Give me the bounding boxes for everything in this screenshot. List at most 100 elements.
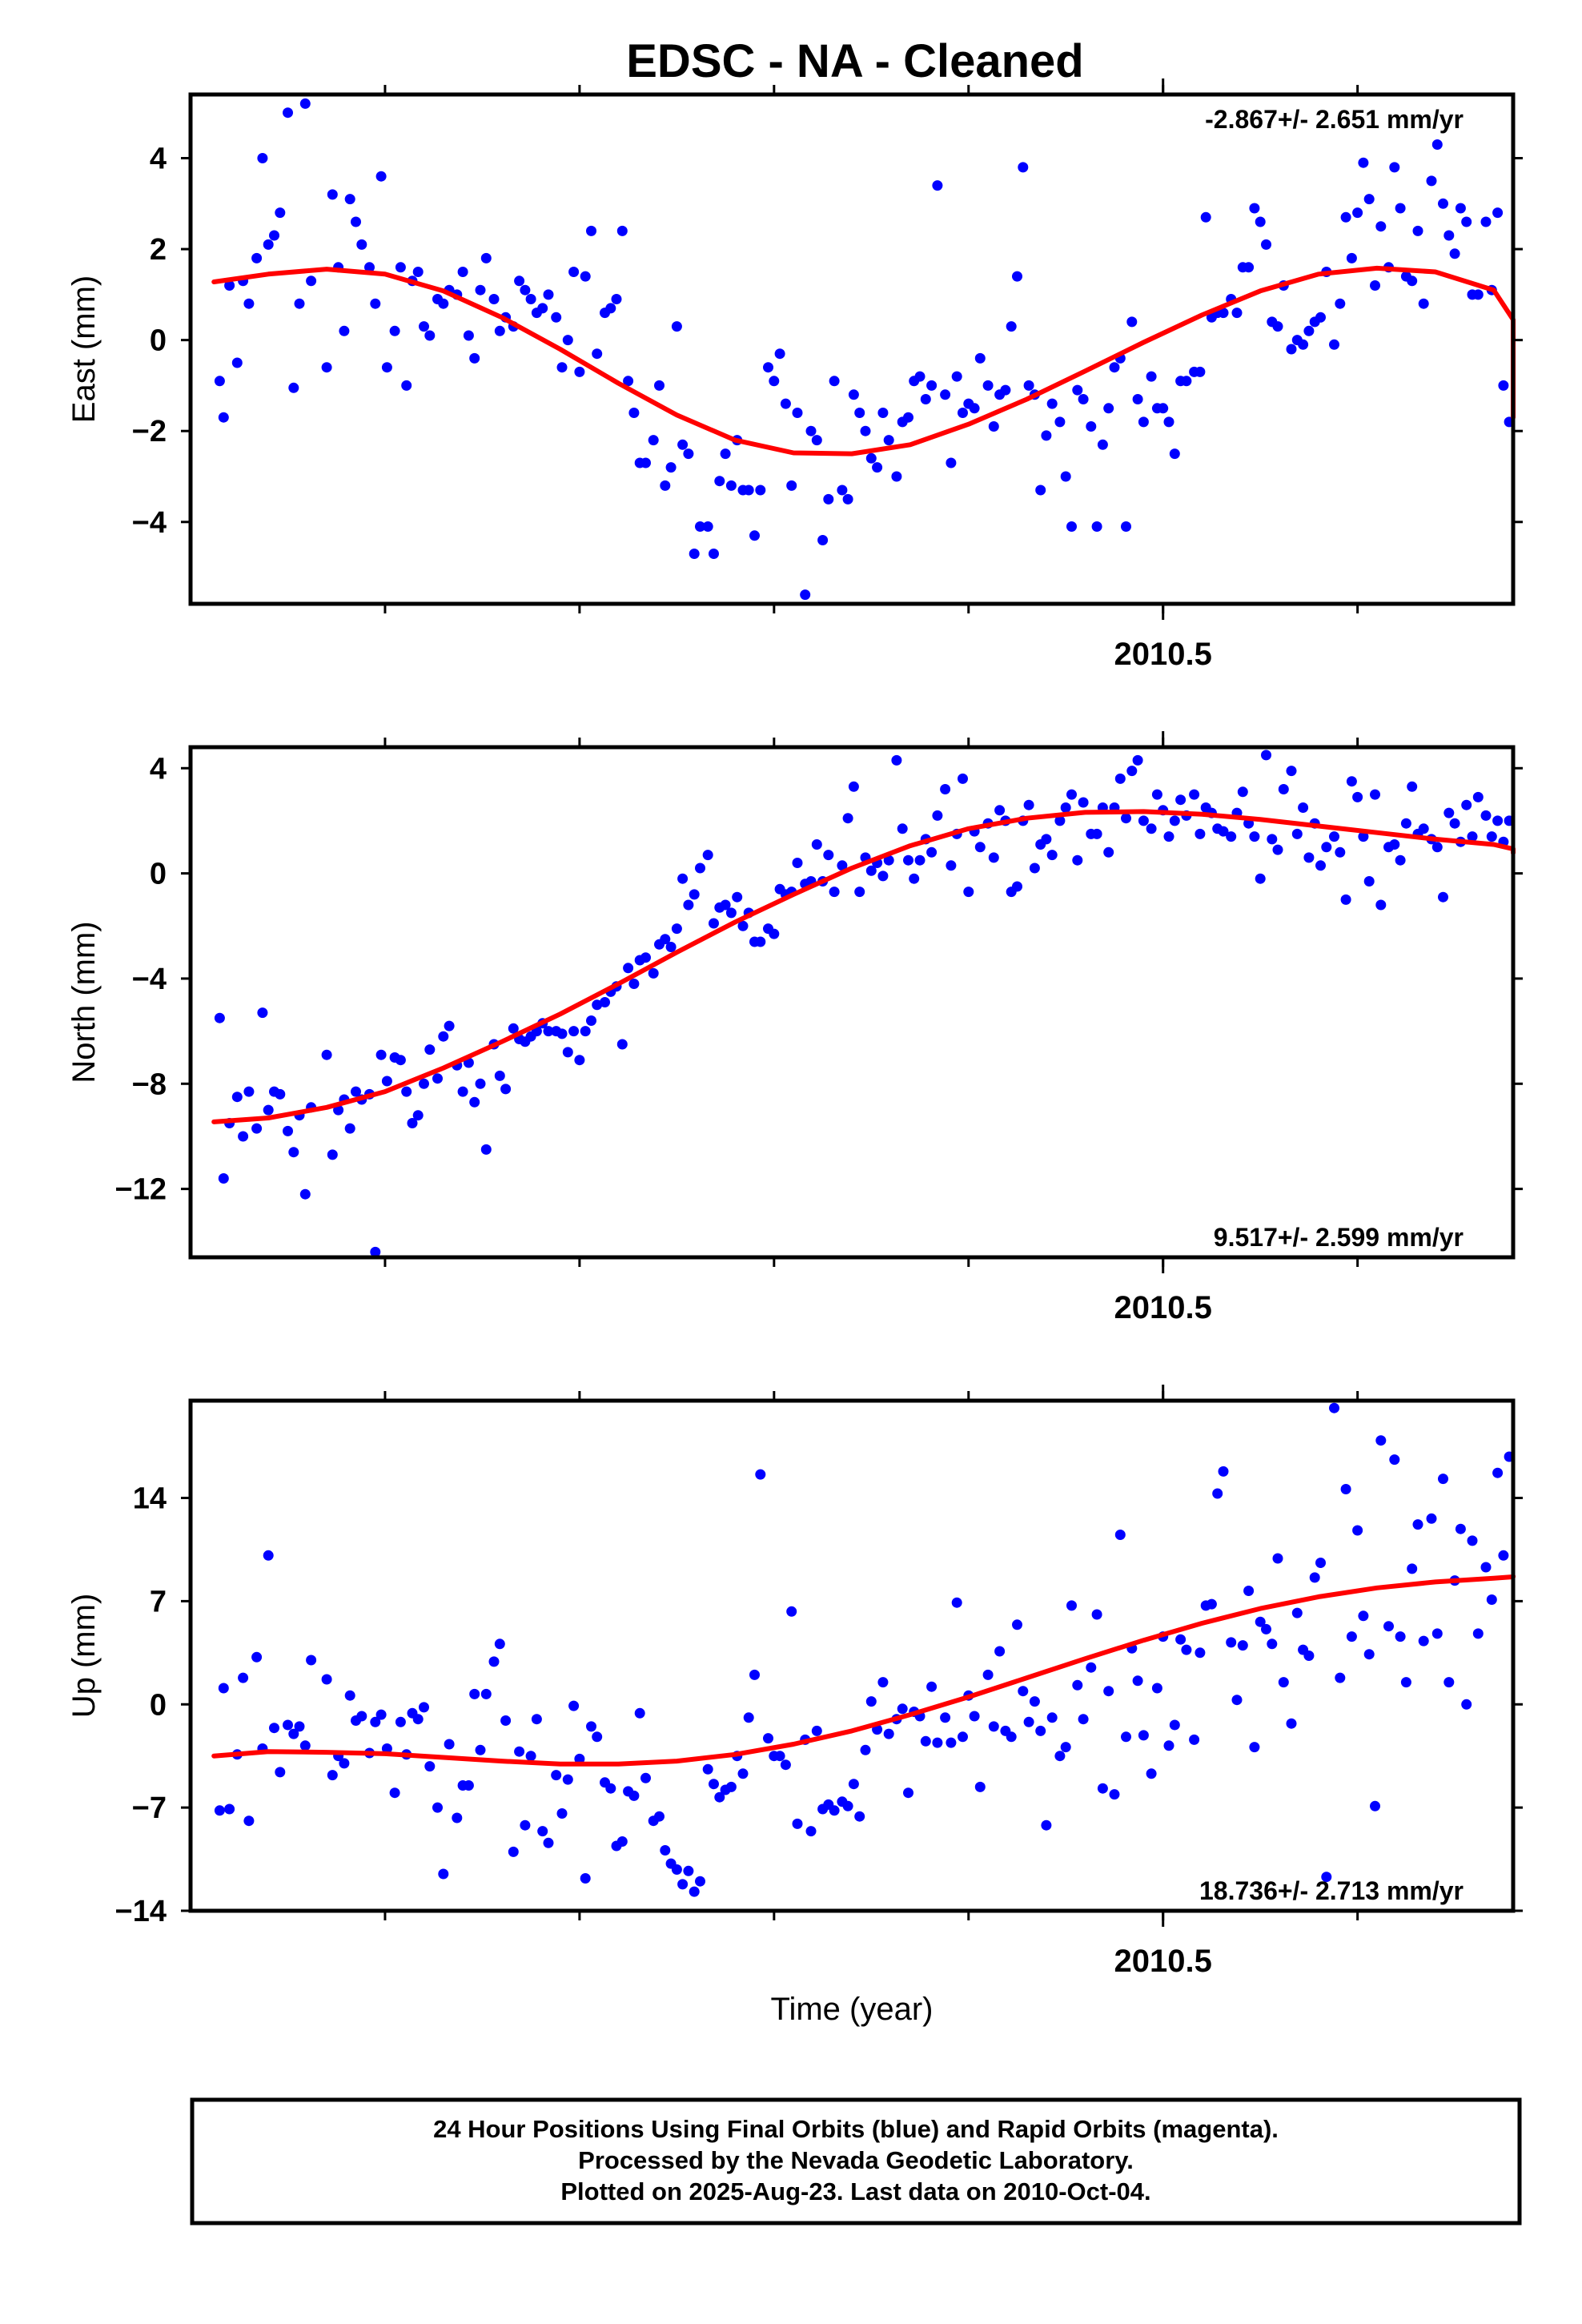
data-point	[683, 1865, 694, 1876]
data-point	[605, 1783, 616, 1794]
data-point	[628, 979, 640, 989]
data-point	[623, 963, 634, 974]
data-point	[1395, 203, 1406, 214]
data-point	[1363, 1649, 1375, 1660]
data-point	[592, 999, 603, 1011]
data-point	[543, 1026, 554, 1037]
data-point	[1286, 344, 1297, 355]
data-point	[1012, 271, 1022, 282]
data-point	[288, 382, 299, 393]
x-tick-label: 2010.5	[1114, 1944, 1212, 1979]
footer-line-2: Processed by the Nevada Geodetic Laborat…	[578, 2146, 1134, 2174]
data-point	[720, 899, 731, 911]
data-point	[1132, 394, 1143, 404]
data-point	[683, 448, 694, 460]
data-point	[946, 1737, 957, 1748]
data-point	[251, 1123, 263, 1134]
data-point	[654, 1811, 665, 1822]
data-point	[1012, 881, 1022, 892]
data-point	[1395, 1631, 1406, 1642]
data-point	[725, 907, 737, 919]
data-point	[988, 421, 999, 432]
data-point	[1272, 321, 1283, 332]
data-point	[257, 1007, 268, 1019]
data-point	[1091, 521, 1102, 532]
data-point	[689, 889, 700, 900]
data-point	[749, 530, 760, 541]
data-point	[1461, 1699, 1472, 1710]
data-point	[1303, 1651, 1315, 1661]
data-point	[811, 1725, 822, 1736]
data-point	[709, 918, 719, 929]
data-point	[475, 1744, 486, 1755]
data-point	[537, 1826, 548, 1837]
data-point	[714, 1791, 725, 1803]
data-point	[854, 408, 865, 418]
data-point	[714, 476, 725, 487]
data-point	[1335, 846, 1346, 858]
data-point	[1472, 1628, 1484, 1639]
data-point	[749, 1669, 760, 1680]
data-point	[1054, 815, 1066, 826]
data-point	[444, 1739, 455, 1750]
data-point	[1163, 1740, 1174, 1751]
data-point	[381, 1743, 392, 1754]
data-point	[1163, 416, 1174, 428]
data-point	[294, 298, 305, 309]
data-point	[1291, 1607, 1303, 1618]
data-point	[695, 521, 705, 532]
data-point	[375, 171, 387, 182]
data-point	[488, 1656, 500, 1667]
data-point	[370, 298, 381, 309]
data-point	[780, 398, 791, 409]
data-point	[1261, 1623, 1271, 1634]
data-point	[640, 1772, 651, 1783]
data-point	[283, 1719, 293, 1731]
data-point	[1389, 1454, 1400, 1466]
rate-annotation: 9.517+/- 2.599 mm/yr	[1214, 1223, 1464, 1252]
data-point	[1261, 750, 1271, 761]
data-point	[327, 1770, 338, 1781]
data-point	[1151, 789, 1162, 800]
data-point	[1383, 1621, 1394, 1632]
data-point	[395, 262, 406, 273]
data-point	[883, 435, 894, 446]
data-point	[375, 1709, 387, 1720]
data-point	[586, 1015, 596, 1026]
data-point	[914, 371, 926, 382]
data-point	[786, 480, 797, 491]
data-point	[860, 1744, 871, 1755]
data-point	[660, 934, 671, 945]
data-point	[1012, 1619, 1022, 1630]
data-point	[854, 1811, 865, 1822]
data-point	[865, 1696, 877, 1707]
data-point	[940, 389, 951, 400]
data-point	[375, 1049, 387, 1060]
data-point	[903, 1787, 913, 1799]
data-point	[1243, 262, 1255, 273]
plot-frame	[188, 745, 1516, 1260]
data-point	[1267, 834, 1278, 845]
data-point	[616, 225, 628, 236]
data-point	[457, 1086, 468, 1097]
data-point	[243, 1086, 255, 1097]
data-point	[1389, 162, 1400, 173]
data-point	[1018, 1686, 1029, 1697]
data-point	[737, 1768, 749, 1779]
data-point	[389, 1787, 400, 1799]
data-point	[238, 1672, 249, 1683]
data-point	[1321, 1872, 1332, 1883]
data-point	[1060, 471, 1071, 482]
data-point	[1443, 230, 1455, 241]
data-point	[438, 1868, 449, 1880]
data-point	[580, 1873, 591, 1884]
data-point	[1467, 831, 1478, 842]
data-point	[616, 1039, 628, 1050]
data-point	[1352, 207, 1363, 219]
data-point	[689, 1886, 700, 1897]
data-point	[424, 330, 436, 341]
data-point	[1395, 854, 1406, 866]
data-point	[275, 207, 286, 219]
data-point	[1255, 873, 1266, 884]
data-point	[251, 252, 263, 263]
